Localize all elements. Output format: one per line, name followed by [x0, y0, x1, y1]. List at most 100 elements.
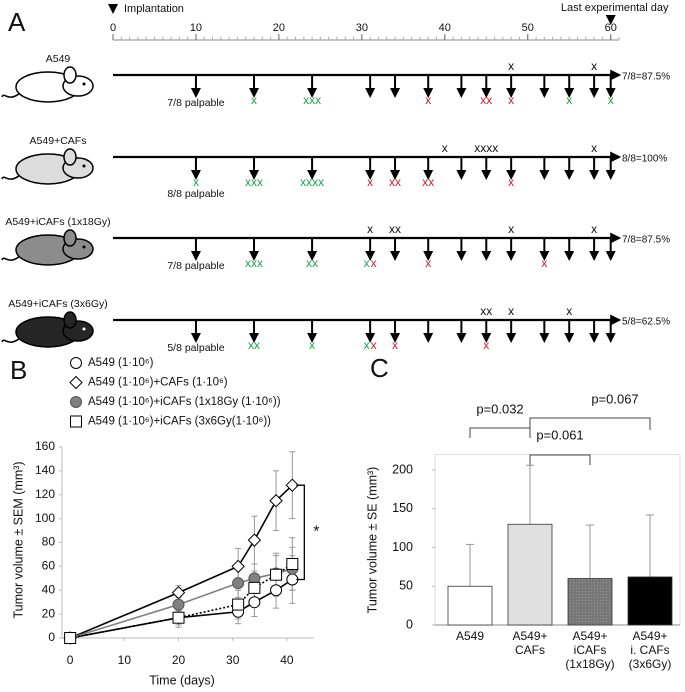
legend-marker	[70, 357, 82, 369]
y-axis-label: Tumor volume ± SE (mm³)	[365, 467, 379, 614]
y-tick-label: 150	[392, 501, 413, 515]
event-mark: x	[442, 141, 448, 155]
mouse-eye	[82, 327, 86, 331]
marker	[270, 568, 283, 581]
marker	[285, 478, 300, 492]
mouse-tail	[1, 337, 21, 343]
event-mark: x	[483, 338, 489, 352]
y-tick-label: 140	[35, 463, 55, 477]
event-mark: x	[566, 304, 572, 318]
event-mark: x	[608, 93, 614, 107]
panel-label: A	[8, 7, 26, 37]
event-mark: x	[541, 256, 547, 270]
x-tick-label: 20	[172, 653, 186, 667]
tick-label: 40	[439, 22, 451, 34]
tick-label: 50	[522, 22, 534, 34]
mouse-ear	[63, 66, 77, 84]
event-mark: x	[591, 141, 597, 155]
marker	[231, 559, 245, 574]
x-tick-label: 0	[67, 653, 74, 667]
y-tick-label: 160	[35, 439, 55, 453]
y-tick-label: 100	[392, 540, 413, 554]
result: 7/8=87.5%	[622, 235, 670, 246]
bar	[507, 523, 553, 626]
event-mark: x	[364, 338, 370, 352]
mouse-ear	[63, 311, 77, 329]
mouse-eye	[82, 164, 86, 168]
mouse-eye	[82, 82, 86, 86]
group-label: A549+iCAFs (3x6Gy)	[8, 298, 108, 310]
group-label: A549	[46, 53, 71, 65]
comparison-bracket	[529, 454, 591, 465]
event-mark: xxx	[245, 256, 263, 270]
event-mark: x	[508, 304, 514, 318]
p-value: p=0.067	[591, 391, 638, 406]
marker	[64, 632, 77, 644]
mouse-ear	[63, 229, 77, 247]
event-mark: x	[508, 59, 514, 73]
mouse-icon	[1, 229, 94, 266]
y-tick-label: 80	[42, 535, 56, 549]
x-axis-label: Time (days)	[149, 673, 215, 687]
event-mark: x	[591, 59, 597, 73]
mouse-icon	[1, 66, 94, 103]
marker	[270, 584, 283, 597]
event-mark: x	[251, 93, 257, 107]
marker	[171, 585, 186, 600]
mouse-ear	[63, 148, 77, 166]
mouse-eye	[82, 245, 86, 249]
event-mark: x	[364, 256, 370, 270]
result: 5/8=62.5%	[622, 317, 670, 328]
event-mark: x	[508, 93, 514, 107]
tick-label: 20	[273, 22, 285, 34]
event-mark: xx	[389, 222, 401, 236]
x-tick-label: A549+	[632, 629, 667, 643]
legend-marker	[69, 375, 83, 390]
x-tick-label: (3x6Gy)	[629, 657, 672, 671]
x-tick-label: 10	[118, 653, 132, 667]
marker	[248, 581, 261, 594]
palpable-note: 5/8 palpable	[167, 342, 224, 354]
p-value: p=0.061	[536, 427, 583, 442]
marker	[286, 557, 299, 570]
marker	[247, 533, 262, 547]
event-mark: xxx	[245, 175, 263, 189]
y-tick-label: 0	[406, 617, 413, 631]
event-mark: x	[425, 93, 431, 107]
group-label: A549+iCAFs (1x18Gy)	[5, 216, 110, 228]
event-mark: xx	[480, 93, 492, 107]
event-mark: x	[508, 175, 514, 189]
marker	[172, 611, 185, 624]
x-tick-label: A549+	[572, 629, 607, 643]
mouse-icon	[1, 311, 94, 348]
event-mark: xx	[422, 175, 434, 189]
x-tick-label: A549+	[512, 629, 547, 643]
start-marker	[108, 4, 118, 14]
p-value: p=0.032	[476, 401, 523, 416]
tick-label: 10	[190, 22, 202, 34]
event-mark: x	[309, 338, 315, 352]
x-tick-label: i. CAFs	[630, 643, 669, 657]
marker	[269, 494, 283, 508]
legend-label: A549 (1·10⁶)+iCAFs (3x6Gy(1·10⁶))	[88, 416, 271, 428]
y-tick-label: 100	[35, 511, 55, 525]
end-label: Last experimental day	[561, 2, 669, 14]
x-tick-label: 40	[280, 653, 294, 667]
x-tick-label: iCAFs	[574, 643, 607, 657]
legend-marker	[70, 415, 82, 428]
event-mark: x	[367, 222, 373, 236]
event-mark: x	[425, 256, 431, 270]
end-marker	[605, 15, 616, 25]
tick-label: 30	[356, 22, 368, 34]
result: 7/8=87.5%	[622, 72, 670, 83]
y-tick-label: 200	[392, 462, 413, 476]
x-tick-label: CAFs	[515, 643, 545, 657]
legend-label: A549 (1·10⁶)	[88, 357, 154, 369]
marker	[232, 598, 245, 611]
event-mark: x	[566, 93, 572, 107]
x-tick-label: (1x18Gy)	[565, 657, 614, 671]
y-tick-label: 20	[42, 606, 56, 620]
start-label: Implantation	[124, 3, 184, 15]
event-mark: x	[367, 175, 373, 189]
